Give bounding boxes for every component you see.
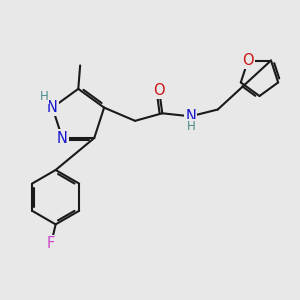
Text: O: O (153, 83, 165, 98)
Text: N: N (57, 130, 68, 146)
Text: O: O (242, 53, 254, 68)
Text: H: H (187, 120, 196, 134)
Text: H: H (40, 90, 49, 103)
Text: F: F (47, 236, 55, 251)
Text: N: N (47, 100, 58, 115)
Text: N: N (185, 109, 196, 124)
